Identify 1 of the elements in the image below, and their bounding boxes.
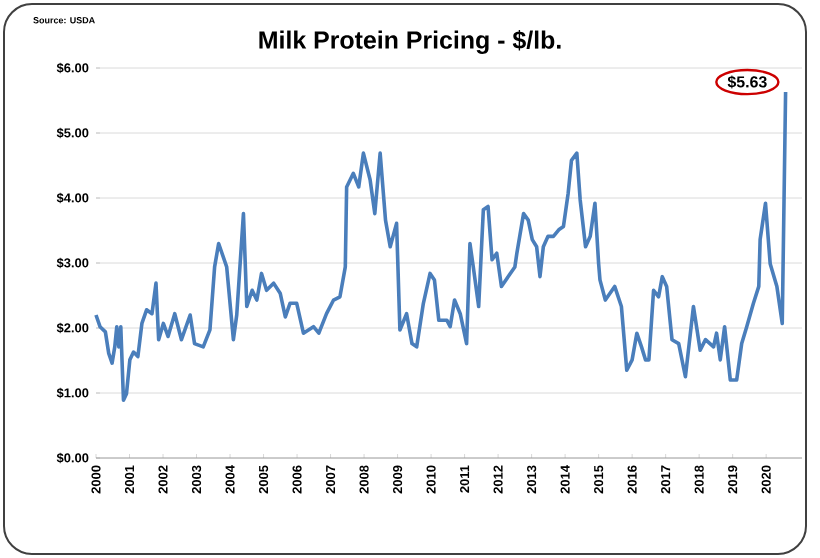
chart-title: Milk Protein Pricing - $/lb.: [259, 30, 561, 54]
